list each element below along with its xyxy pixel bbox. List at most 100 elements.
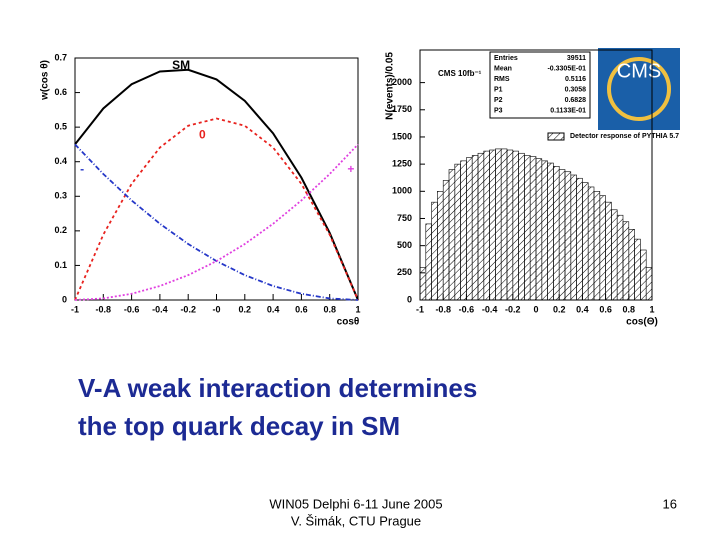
histogram-bar xyxy=(442,180,450,301)
logo-text: CMS xyxy=(617,60,661,82)
y-axis-label: w(cos θ) xyxy=(40,60,51,101)
histogram-bar xyxy=(541,160,548,301)
histogram-bar xyxy=(645,267,653,301)
curve-label: SM xyxy=(172,58,190,72)
histogram-bar xyxy=(553,166,560,301)
histogram-bar xyxy=(535,158,543,301)
histogram-bar xyxy=(466,157,473,301)
histogram-bar xyxy=(495,148,502,301)
histogram-bar xyxy=(616,214,624,301)
histogram-bar xyxy=(437,191,444,301)
x-axis-label: cos(Θ) xyxy=(626,317,658,328)
x-tick-label: 0.6 xyxy=(599,304,612,314)
y-tick-label: 0.4 xyxy=(54,156,67,166)
footer-line: WIN05 Delphi 6-11 June 2005 xyxy=(269,496,442,511)
y-tick-label: 750 xyxy=(397,213,412,223)
curve-label: 0 xyxy=(199,127,206,141)
histogram-bar xyxy=(483,150,490,301)
x-tick-label: -0.4 xyxy=(152,304,168,314)
histogram-bar xyxy=(599,195,606,301)
histogram-bar xyxy=(448,169,456,301)
y-tick-label: 1000 xyxy=(392,186,412,196)
histogram-bar xyxy=(570,174,577,301)
y-tick-label: 2000 xyxy=(392,77,412,87)
y-tick-label: 250 xyxy=(397,267,412,277)
y-tick-label: 0 xyxy=(407,294,412,304)
page-number: 16 xyxy=(663,496,677,511)
stats-value: 39511 xyxy=(567,55,586,62)
histogram-bar xyxy=(524,155,531,301)
x-tick-label: -0.6 xyxy=(124,304,140,314)
curve-label: + xyxy=(347,162,354,176)
x-tick-label: 0.8 xyxy=(323,304,336,314)
histogram-bar xyxy=(425,223,432,301)
histogram-bar xyxy=(460,160,467,301)
stats-name: P1 xyxy=(494,86,503,93)
histogram-bar xyxy=(477,152,485,301)
plot-frame xyxy=(74,57,359,301)
stats-value: 0.5116 xyxy=(565,76,586,83)
logo-ring xyxy=(607,57,671,121)
histogram-bar xyxy=(634,238,641,301)
x-tick-label: 0.6 xyxy=(295,304,308,314)
stats-name: P3 xyxy=(494,107,503,114)
curve xyxy=(74,143,359,301)
stats-value: 0.1133E-01 xyxy=(550,107,586,114)
stats-name: RMS xyxy=(494,76,510,83)
stats-value: -0.3305E-01 xyxy=(547,65,586,72)
y-tick-label: 1500 xyxy=(392,131,412,141)
legend-text: Detector response of PYTHIA 5.7 xyxy=(570,133,679,140)
x-tick-label: -1 xyxy=(416,304,424,314)
histogram-bar xyxy=(582,182,589,301)
y-axis-label: N(events)/0.05 xyxy=(385,52,396,120)
histogram-bar xyxy=(471,155,479,301)
histogram-bar xyxy=(529,156,537,301)
stats-name: Mean xyxy=(494,65,512,72)
histogram-bar xyxy=(419,267,427,301)
histogram-bar xyxy=(454,163,461,301)
y-tick-label: 500 xyxy=(397,240,412,250)
stats-box xyxy=(489,51,591,119)
histogram-bar xyxy=(622,221,630,301)
histogram-bar xyxy=(547,162,554,301)
x-tick-label: -0.6 xyxy=(459,304,475,314)
histogram-bar xyxy=(489,149,496,301)
x-tick-label: -0 xyxy=(212,304,220,314)
histogram-bar xyxy=(640,249,647,301)
stats-value: 0.3058 xyxy=(565,86,587,93)
x-tick-label: 0.2 xyxy=(239,304,252,314)
histogram-bar xyxy=(587,186,595,301)
histogram-bar xyxy=(593,191,601,301)
y-tick-label: 1750 xyxy=(392,104,412,114)
stats-value: 0.6828 xyxy=(565,97,587,104)
y-tick-label: 0.2 xyxy=(54,225,67,235)
logo-box xyxy=(598,48,680,130)
x-tick-label: -0.2 xyxy=(180,304,196,314)
histogram-bar xyxy=(611,209,618,301)
x-tick-label: 0.8 xyxy=(623,304,636,314)
y-tick-label: 1250 xyxy=(392,159,412,169)
x-tick-label: 1 xyxy=(355,304,360,314)
curve xyxy=(74,143,359,301)
stats-name: Entries xyxy=(494,55,518,62)
histogram-bar xyxy=(564,171,572,301)
curve xyxy=(74,117,359,301)
chart-title: CMS 10fb⁻¹ xyxy=(438,69,482,78)
histogram-bar xyxy=(605,201,612,301)
stats-name: P2 xyxy=(494,97,503,104)
x-tick-label: -0.8 xyxy=(96,304,112,314)
heading-line: the top quark decay in SM xyxy=(78,411,400,441)
x-tick-label: -0.8 xyxy=(435,304,451,314)
y-tick-label: 0.6 xyxy=(54,87,67,97)
x-tick-label: 0.2 xyxy=(553,304,566,314)
histogram-bar xyxy=(518,152,525,301)
footer-line: V. Šimák, CTU Prague xyxy=(291,513,421,528)
histogram-bar xyxy=(558,169,566,301)
x-tick-label: -0.4 xyxy=(482,304,498,314)
curve xyxy=(74,68,359,301)
x-tick-label: 0.4 xyxy=(576,304,589,314)
histogram-bar xyxy=(500,148,508,301)
y-tick-label: 0.5 xyxy=(54,122,67,132)
